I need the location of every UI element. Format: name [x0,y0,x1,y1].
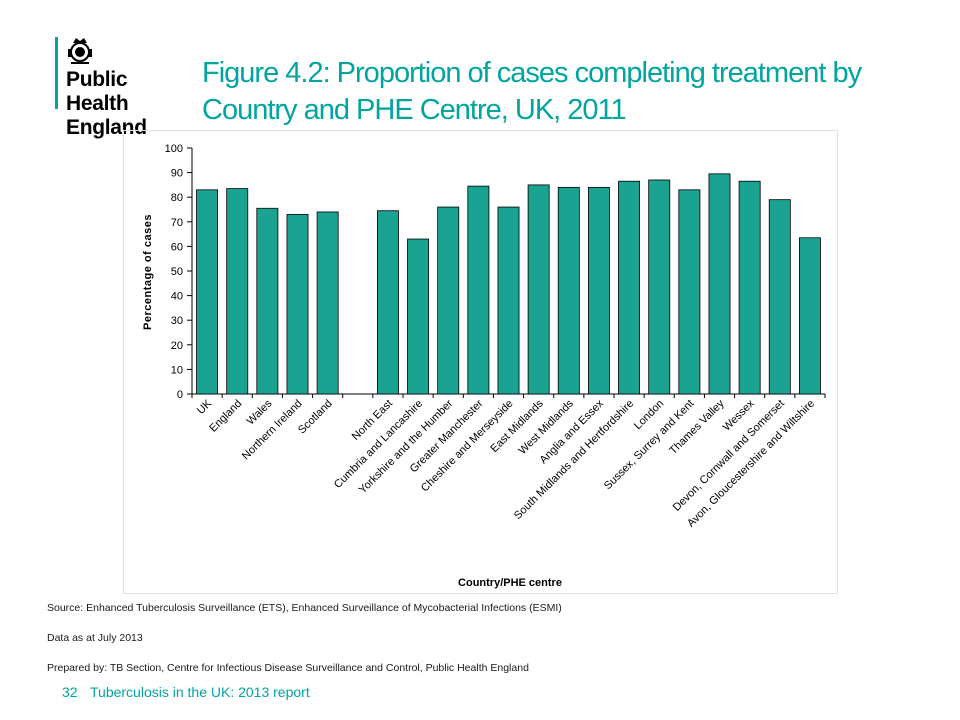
bar [708,173,731,395]
prepared-by-note: Prepared by: TB Section, Centre for Infe… [47,662,529,674]
y-tick-label: 100 [165,143,183,155]
y-tick-label: 90 [171,168,183,180]
y-tick-label: 80 [171,192,183,204]
x-tick-label: East Midlands [488,397,546,455]
bar [678,189,701,395]
bar [196,189,219,395]
bar [798,237,821,395]
logo-line-2: England [66,116,147,139]
y-tick-label: 30 [171,315,183,327]
x-axis-title: Country/PHE centre [458,577,562,589]
y-tick-label: 60 [171,241,183,253]
chart-frame [123,130,838,594]
bar [768,199,791,395]
bars [196,173,821,395]
y-tick-label: 40 [171,291,183,303]
y-tick-label: 70 [171,217,183,229]
bar [618,180,641,395]
y-tick-label: 20 [171,340,183,352]
logo-line-1: Public Health [66,68,129,115]
bar [557,186,580,395]
source-note: Source: Enhanced Tuberculosis Surveillan… [47,602,562,614]
y-tick-label: 0 [177,389,183,401]
bar [738,180,761,395]
page-footer: 32 Tuberculosis in the UK: 2013 report [62,684,310,700]
x-tick-label: Devon, Cornwall and Somerset [671,398,787,514]
y-tick-label: 50 [171,266,183,278]
x-tick-label: Thames Valley [667,397,727,457]
bar [587,186,610,395]
phe-logo: Public Health England [55,35,195,139]
logo-divider [55,37,58,109]
data-date-note: Data as at July 2013 [47,632,143,644]
logo-text: Public Health England [66,68,195,140]
royal-crest-icon [68,38,92,64]
y-tick-label: 10 [171,364,183,376]
x-tick-label: UK [195,397,215,417]
bar [226,188,249,395]
page-number: 32 [62,684,78,700]
bar [316,211,339,395]
bar [376,210,399,395]
bar [437,206,460,395]
report-title: Tuberculosis in the UK: 2013 report [90,684,310,700]
page-title: Figure 4.2: Proportion of cases completi… [202,57,862,126]
bar [467,185,490,395]
bar [256,207,279,395]
bar [497,206,520,395]
bar [648,179,671,395]
bar [407,238,430,395]
y-axis-title: Percentage of cases [142,214,154,330]
bar [527,184,550,395]
x-tick-label: England [207,398,244,435]
bar [286,214,309,395]
